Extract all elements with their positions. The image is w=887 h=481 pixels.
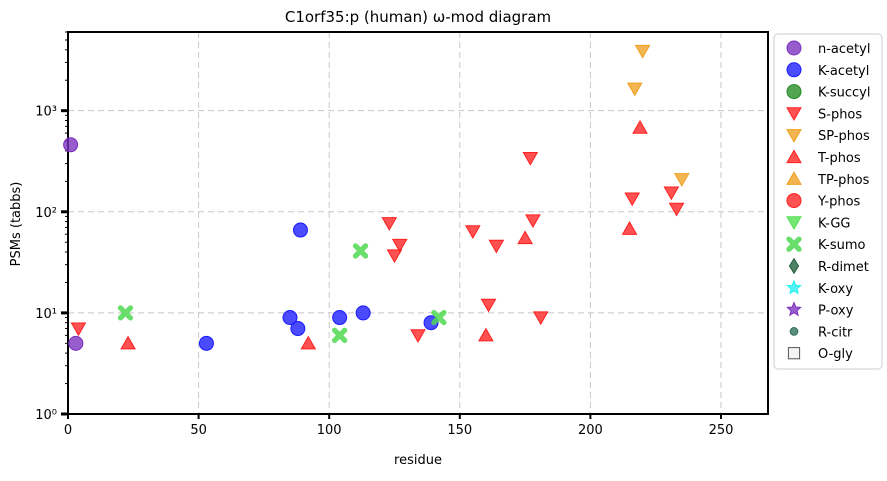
legend-marker-k-succyl	[786, 84, 802, 100]
legend-label-t-phos: T-phos	[817, 151, 861, 166]
point-s-phos	[70, 322, 87, 337]
legend-label-k-gg: K-GG	[818, 216, 850, 231]
legend-marker-k-sumo	[786, 236, 802, 252]
legend-label-n-acetyl: n-acetyl	[818, 42, 870, 57]
legend-marker-tp-phos	[786, 171, 802, 185]
grid-layer	[68, 32, 768, 414]
point-s-phos	[464, 225, 481, 240]
point-s-phos	[480, 298, 497, 313]
legend-marker-p-oxy	[786, 301, 802, 317]
point-k-acetyl	[198, 335, 214, 351]
point-sp-phos	[626, 82, 643, 97]
legend-label-tp-phos: TP-phos	[817, 173, 870, 188]
legend-marker-k-oxy	[786, 279, 802, 295]
legend-label-k-sumo: K-sumo	[818, 238, 866, 253]
marker-layer	[63, 44, 690, 351]
legend-label-k-succyl: K-succyl	[818, 86, 870, 101]
y-tick-label: 10³	[35, 105, 57, 120]
legend-marker-k-gg	[786, 216, 802, 231]
y-axis-label: PSMs (tabbs)	[9, 182, 24, 267]
x-tick-label: 0	[64, 423, 72, 438]
x-tick-label: 200	[578, 423, 603, 438]
legend-label-y-phos: Y-phos	[817, 195, 861, 210]
legend-label-o-gly: O-gly	[818, 347, 853, 362]
point-t-phos	[517, 230, 533, 245]
legend-marker-y-phos	[786, 193, 802, 209]
x-tick-label: 50	[190, 423, 207, 438]
point-k-acetyl	[332, 310, 348, 326]
point-s-phos	[386, 249, 403, 264]
point-k-sumo	[352, 243, 369, 259]
plot-border	[67, 31, 769, 415]
x-tick-label: 250	[709, 423, 734, 438]
point-s-phos	[391, 238, 408, 253]
chart-title: C1orf35:p (human) ω-mod diagram	[285, 8, 551, 26]
point-t-phos	[621, 221, 638, 235]
point-k-acetyl	[355, 305, 371, 321]
point-s-phos	[624, 192, 641, 207]
legend-label-r-citr: R-citr	[818, 325, 853, 340]
legend-label-p-oxy: P-oxy	[818, 304, 854, 319]
y-tick-label: 10⁰	[35, 408, 57, 423]
plot-frame	[67, 31, 769, 415]
legend-marker-n-acetyl	[786, 40, 802, 56]
legend-marker-sp-phos	[786, 129, 802, 143]
axis-layer: 0 50 100 150 200 250 10⁰ 10¹ 10² 10³	[35, 31, 734, 438]
legend-label-r-dimet: R-dimet	[818, 260, 869, 275]
point-k-sumo	[331, 327, 348, 343]
point-t-phos	[120, 335, 136, 350]
legend-label-sp-phos: SP-phos	[818, 129, 870, 144]
point-s-phos	[410, 329, 426, 343]
legend-marker-r-citr	[789, 327, 799, 336]
legend-label-s-phos: S-phos	[818, 107, 862, 122]
point-s-phos	[668, 202, 685, 217]
point-s-phos	[488, 239, 505, 254]
legend-marker-r-dimet	[788, 257, 800, 275]
x-tick-label: 150	[447, 423, 472, 438]
legend-label-k-acetyl: K-acetyl	[818, 64, 869, 79]
point-n-acetyl	[63, 137, 79, 153]
legend-marker-k-acetyl	[786, 62, 802, 78]
point-s-phos	[381, 217, 398, 231]
point-k-sumo	[117, 305, 134, 321]
legend-marker-t-phos	[786, 149, 802, 164]
legend-marker-s-phos	[786, 107, 802, 122]
point-n-acetyl	[68, 335, 84, 351]
point-k-acetyl	[282, 310, 298, 326]
point-k-sumo	[431, 309, 447, 326]
x-axis-label: residue	[394, 453, 442, 468]
point-t-phos	[478, 327, 494, 342]
point-t-phos	[632, 119, 648, 134]
point-sp-phos	[634, 44, 651, 59]
legend: n-acetyl K-acetyl K-succyl S-phos SP-phos T-p…	[773, 33, 883, 370]
y-tick-label: 10²	[35, 206, 57, 221]
point-s-phos	[663, 186, 680, 201]
point-k-acetyl	[292, 222, 308, 238]
point-t-phos	[300, 335, 317, 350]
legend-label-k-oxy: K-oxy	[818, 282, 853, 297]
point-s-phos	[525, 214, 541, 229]
x-tick-label: 100	[317, 423, 342, 438]
legend-marker-o-gly	[787, 347, 801, 360]
point-s-phos	[522, 151, 539, 166]
point-sp-phos	[673, 173, 690, 187]
point-s-phos	[532, 311, 549, 326]
y-tick-label: 10¹	[35, 307, 57, 322]
point-k-acetyl	[290, 321, 306, 337]
